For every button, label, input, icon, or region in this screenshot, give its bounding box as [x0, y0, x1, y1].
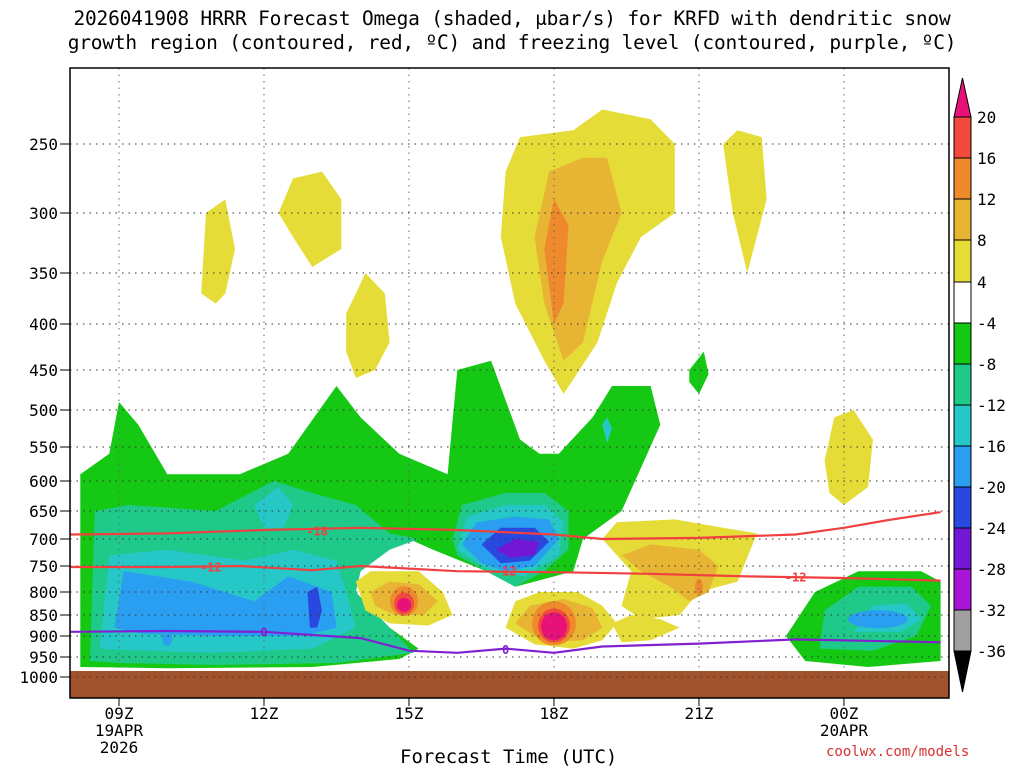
omega-region-blue-10z	[162, 630, 173, 647]
omega-region-blue-left	[114, 571, 337, 636]
colorbar-bin-1	[953, 157, 972, 200]
contour-label--12: -12	[495, 565, 517, 579]
colorbar-bin-3	[953, 239, 972, 283]
y-tick-label-900: 900	[29, 627, 58, 646]
contour-line--18	[70, 511, 941, 541]
x-tick-label-21Z: 21Z	[685, 704, 714, 723]
colorbar-bin-0	[953, 116, 972, 159]
omega-region-purple-core	[496, 539, 540, 558]
colorbar-bin-9	[953, 486, 972, 529]
x-tick-year-2026: 2026	[100, 738, 139, 757]
omega-shading-layer	[80, 109, 941, 669]
colorbar-label--16: -16	[977, 437, 1006, 456]
y-tick-label-750: 750	[29, 557, 58, 576]
y-tick-label-550: 550	[29, 438, 58, 457]
omega-region-yellow-12z	[278, 171, 342, 267]
contour-label-0: 0	[260, 625, 267, 639]
colorbar-label-16: 16	[977, 149, 996, 168]
omega-region-blue-right	[847, 610, 908, 629]
y-tick-label-850: 850	[29, 606, 58, 625]
colorbar-label--20: -20	[977, 478, 1006, 497]
colorbar-label-20: 20	[977, 108, 996, 127]
colorbar-label--4: -4	[977, 314, 996, 333]
y-tick-label-950: 950	[29, 648, 58, 667]
contour-label--12: -12	[200, 561, 222, 575]
ground-surface	[70, 671, 949, 698]
y-tick-label-600: 600	[29, 472, 58, 491]
colorbar-label-12: 12	[977, 190, 996, 209]
omega-region-yellow-10z	[201, 199, 235, 304]
omega-region-gold-20z	[621, 544, 719, 602]
colorbar-bin-8	[953, 445, 972, 488]
colorbar-label--24: -24	[977, 519, 1006, 538]
omega-region-darkblue-13z	[307, 586, 322, 628]
colorbar-bin-6	[953, 363, 972, 406]
contour-label--12: -12	[785, 570, 807, 584]
contour-line-0	[70, 629, 941, 654]
omega-region-yellow-22z	[723, 130, 767, 273]
colorbar-bin-4	[953, 281, 972, 324]
y-tick-label-350: 350	[29, 264, 58, 283]
y-axis: 250 300 350 400 450 500 550 600 650 700 750 800 850 9…	[19, 135, 70, 687]
grid-layer	[70, 68, 949, 698]
x-tick-date-19APR: 19APR	[95, 721, 144, 740]
colorbar-label--12: -12	[977, 396, 1006, 415]
omega-region-yellow-2330z	[824, 410, 873, 505]
contour-layer: -18 -12 -12 -12 0 0	[70, 511, 941, 657]
x-tick-date-20APR: 20APR	[820, 721, 869, 740]
source-credit-link[interactable]: coolwx.com/models	[826, 744, 970, 760]
x-tick-label-18Z: 18Z	[540, 704, 569, 723]
colorbar-bin-12	[953, 609, 972, 652]
contour-label--18: -18	[306, 525, 328, 539]
x-tick-label-00Z: 00Z	[829, 704, 858, 723]
colorbar-label-4: 4	[977, 273, 987, 292]
colorbar: 20 16 12 8 4 -4 -8 -12 -16 -20 -24 -28 -32 -36	[953, 77, 1006, 693]
omega-region-teal-blip-19z	[602, 417, 612, 444]
x-tick-label-15Z: 15Z	[395, 704, 424, 723]
y-tick-label-500: 500	[29, 401, 58, 420]
contour-label-0: 0	[502, 643, 509, 657]
x-axis-title: Forecast Time (UTC)	[400, 746, 618, 768]
y-tick-label-650: 650	[29, 502, 58, 521]
colorbar-bin-11	[953, 568, 972, 611]
x-tick-label-12Z: 12Z	[250, 704, 279, 723]
colorbar-label--28: -28	[977, 560, 1006, 579]
y-tick-label-1000: 1000	[19, 668, 58, 687]
colorbar-label--8: -8	[977, 355, 996, 374]
chart-title-line-1: 2026041908 HRRR Forecast Omega (shaded, …	[73, 7, 951, 30]
plot-frame	[69, 67, 950, 699]
omega-region-yellow-1930z-low	[612, 615, 680, 643]
omega-region-magenta-18z	[541, 612, 567, 641]
colorbar-label-8: 8	[977, 231, 987, 250]
chart-title-line-2: growth region (contoured, red, ºC) and f…	[67, 31, 957, 54]
colorbar-bin-10	[953, 527, 972, 570]
contour-line--12	[70, 564, 941, 582]
omega-region-orange-21z	[695, 578, 703, 595]
y-tick-label-250: 250	[29, 135, 58, 154]
colorbar-bin-5	[953, 322, 972, 365]
colorbar-bin-7	[953, 404, 972, 447]
y-tick-label-700: 700	[29, 530, 58, 549]
y-tick-label-400: 400	[29, 315, 58, 334]
colorbar-bin-lt-neg36	[953, 650, 972, 693]
colorbar-label--36: -36	[977, 642, 1006, 661]
y-tick-label-800: 800	[29, 583, 58, 602]
colorbar-bin-gt-20	[953, 77, 972, 118]
colorbar-label--32: -32	[977, 601, 1006, 620]
omega-region-orange-upper	[544, 199, 569, 324]
y-tick-label-300: 300	[29, 204, 58, 223]
omega-region-green-blip-21z	[689, 351, 709, 394]
omega-region-yellow-14z	[346, 273, 390, 378]
ground-layer	[70, 671, 949, 698]
colorbar-bin-2	[953, 198, 972, 241]
y-tick-label-450: 450	[29, 361, 58, 380]
x-tick-label-09Z: 09Z	[105, 704, 134, 723]
omega-region-magenta-15z	[397, 597, 412, 612]
